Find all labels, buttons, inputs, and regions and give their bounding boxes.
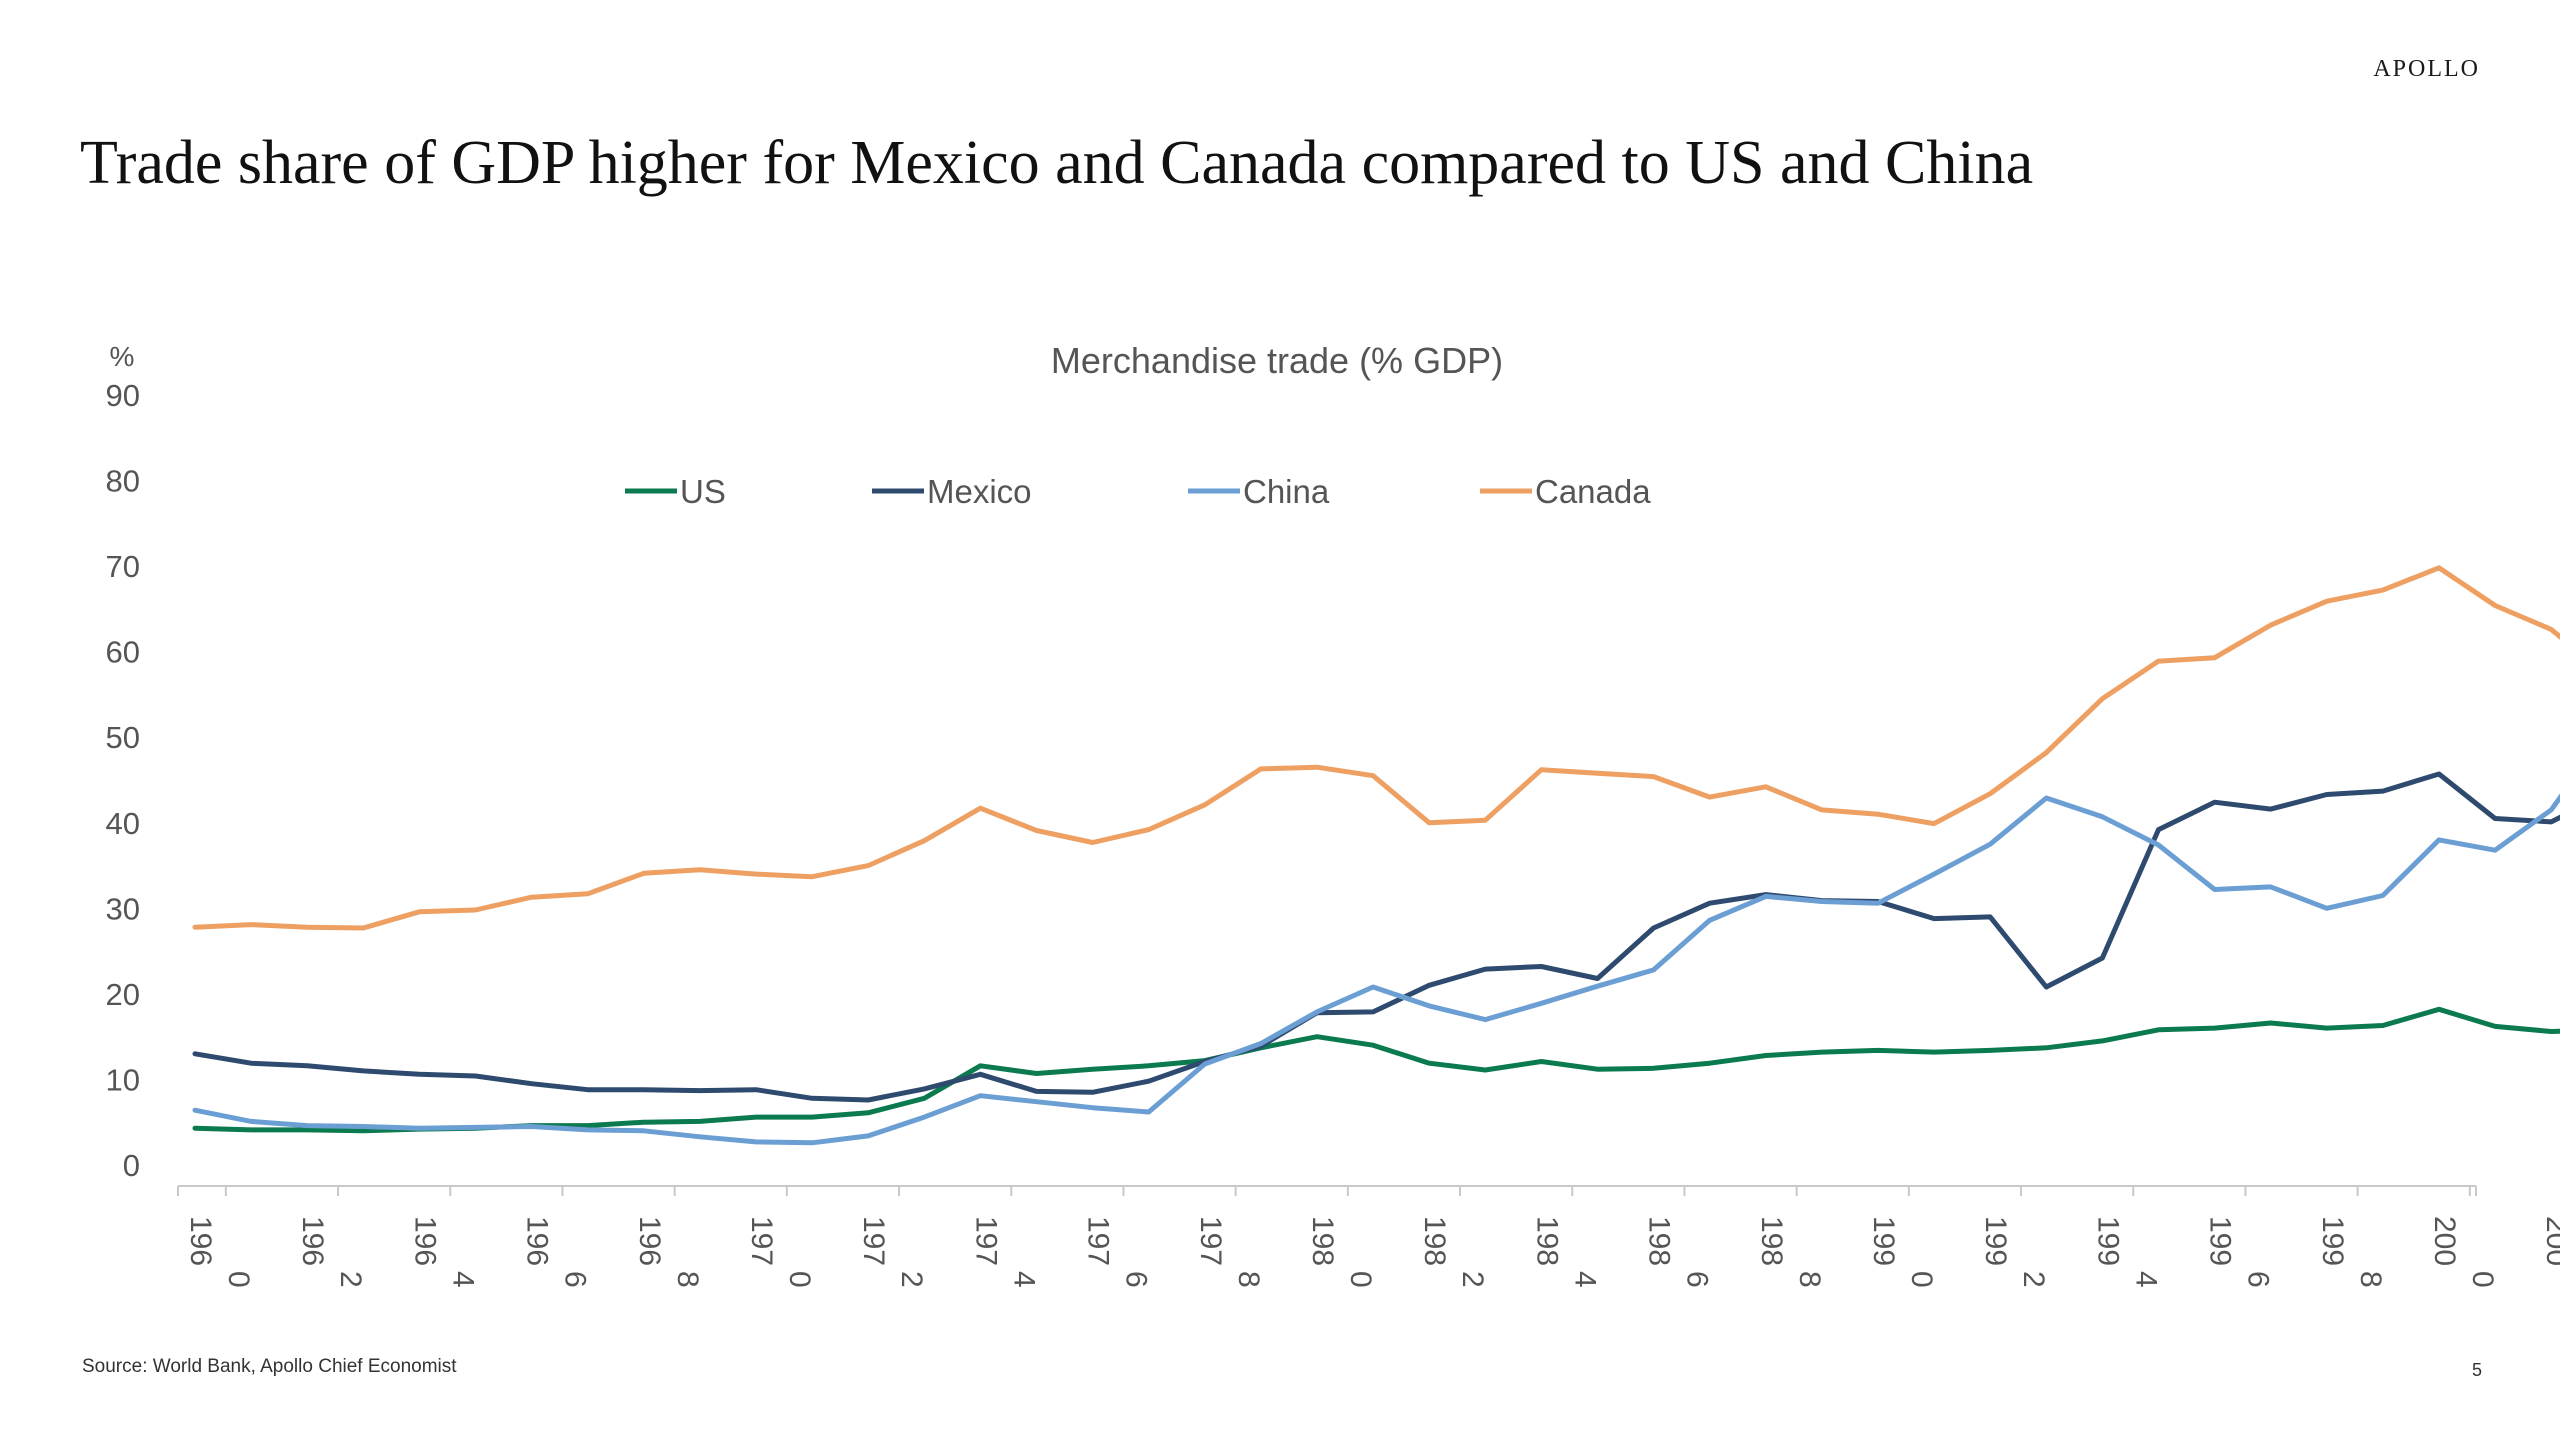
- x-tick-label: 0: [1344, 1271, 1377, 1288]
- x-tick-label: 0: [2466, 1271, 2499, 1288]
- legend: US Mexico China Canada: [625, 473, 1651, 510]
- x-tick-label: 197: [857, 1216, 890, 1266]
- x-tick-label: 0: [222, 1271, 255, 1288]
- x-tick-label: 196: [633, 1216, 666, 1266]
- x-tick-label: 8: [1793, 1271, 1826, 1288]
- page-title: Trade share of GDP higher for Mexico and…: [80, 129, 2034, 197]
- series-line-us: [192, 1006, 2560, 1134]
- x-tick-label: 2: [334, 1271, 367, 1288]
- brand-logo: APOLLO: [2373, 56, 2480, 82]
- x-tick-label: 4: [1007, 1271, 1040, 1288]
- y-tick-label: 70: [106, 549, 140, 584]
- x-tick-label: 8: [671, 1271, 704, 1288]
- x-tick-label: 198: [1530, 1216, 1563, 1266]
- x-tick-label: 199: [1867, 1216, 1900, 1266]
- x-tick-label: 6: [2242, 1271, 2275, 1288]
- x-tick-label: 4: [2129, 1271, 2162, 1288]
- x-axis: 196 0 196 2 196 4 196 6 196 8 197 0 197 2 197 4 197 6 197 8…: [177, 1185, 2560, 1288]
- x-tick-label: 2: [895, 1271, 928, 1288]
- y-tick-label: 50: [106, 720, 140, 755]
- x-tick-label: 196: [184, 1216, 217, 1266]
- source-note: Source: World Bank, Apollo Chief Economi…: [82, 1356, 457, 1377]
- x-tick-label: 197: [745, 1216, 778, 1266]
- legend-label-mexico: Mexico: [927, 473, 1032, 510]
- legend-label-us: US: [680, 473, 726, 510]
- x-tick-label: 198: [1418, 1216, 1451, 1266]
- y-tick-label: 90: [106, 378, 140, 413]
- series-line-canada: [192, 565, 2560, 931]
- y-axis: 0 10 20 30 40 50 60 70 80 90: [106, 378, 140, 1183]
- x-tick-label: 6: [1681, 1271, 1714, 1288]
- x-tick-label: 199: [1979, 1216, 2012, 1266]
- x-tick-label: 196: [521, 1216, 554, 1266]
- x-tick-label: 199: [2091, 1216, 2124, 1266]
- x-tick-label: 197: [1082, 1216, 1115, 1266]
- x-tick-label: 200: [2428, 1216, 2461, 1266]
- x-tick-label: 0: [783, 1271, 816, 1288]
- x-tick-label: 6: [559, 1271, 592, 1288]
- x-tick-label: 8: [2354, 1271, 2387, 1288]
- x-tick-label: 200: [2540, 1216, 2560, 1266]
- x-tick-label: 197: [969, 1216, 1002, 1266]
- x-tick-label: 196: [296, 1216, 329, 1266]
- y-tick-label: 0: [123, 1148, 140, 1183]
- series-lines: [192, 565, 2560, 1146]
- y-tick-label: 60: [106, 635, 140, 670]
- y-tick-label: 10: [106, 1062, 140, 1097]
- x-tick-label: 198: [1306, 1216, 1339, 1266]
- x-tick-label: 4: [446, 1271, 479, 1288]
- x-tick-label: 2: [1456, 1271, 1489, 1288]
- x-tick-label: 199: [2316, 1216, 2349, 1266]
- series-line-china: [192, 793, 2560, 1146]
- y-tick-label: 40: [106, 806, 140, 841]
- legend-label-china: China: [1243, 473, 1330, 510]
- x-tick-label: 196: [408, 1216, 441, 1266]
- x-tick-label: 197: [1194, 1216, 1227, 1266]
- page-number: 5: [2471, 1360, 2482, 1380]
- legend-label-canada: Canada: [1535, 473, 1651, 510]
- x-tick-label: 0: [1905, 1271, 1938, 1288]
- x-tick-label: 6: [1120, 1271, 1153, 1288]
- x-tick-label: 4: [1568, 1271, 1601, 1288]
- y-tick-label: 20: [106, 977, 140, 1012]
- x-tick-label: 8: [1232, 1271, 1265, 1288]
- y-axis-label: %: [110, 341, 135, 372]
- y-tick-label: 30: [106, 891, 140, 926]
- x-tick-label: 198: [1643, 1216, 1676, 1266]
- series-line-mexico: [192, 771, 2560, 1103]
- x-tick-label: 2: [2017, 1271, 2050, 1288]
- chart-title: Merchandise trade (% GDP): [1051, 340, 1503, 381]
- y-tick-label: 80: [106, 464, 140, 499]
- x-tick-label: 199: [2204, 1216, 2237, 1266]
- x-tick-label: 198: [1755, 1216, 1788, 1266]
